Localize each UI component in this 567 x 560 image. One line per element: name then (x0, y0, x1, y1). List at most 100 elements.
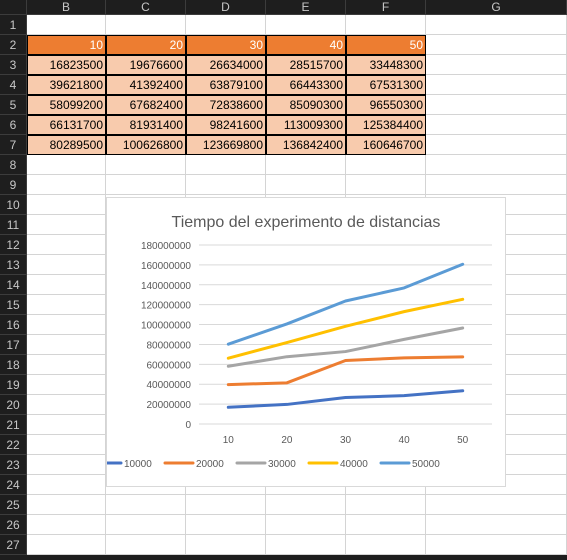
cell[interactable] (27, 315, 106, 335)
cell[interactable] (186, 175, 266, 195)
cell[interactable] (426, 175, 567, 195)
cell[interactable] (346, 175, 426, 195)
row-header-25[interactable]: 25 (0, 495, 27, 515)
cell[interactable] (27, 295, 106, 315)
row-header-3[interactable]: 3 (0, 55, 27, 75)
row-header-10[interactable]: 10 (0, 195, 27, 215)
cell[interactable] (106, 15, 186, 35)
table-value-cell[interactable]: 19676600 (106, 55, 186, 75)
table-value-cell[interactable]: 96550300 (346, 95, 426, 115)
column-header-f[interactable]: F (346, 0, 426, 15)
cell[interactable] (27, 515, 106, 535)
row-header-16[interactable]: 16 (0, 315, 27, 335)
cell[interactable] (27, 375, 106, 395)
table-value-cell[interactable]: 85090300 (266, 95, 346, 115)
line-chart[interactable]: Tiempo del experimento de distancias 0 20… (106, 197, 506, 487)
cell[interactable] (266, 495, 346, 515)
column-header-g[interactable]: G (426, 0, 567, 15)
cell[interactable] (27, 175, 106, 195)
cell[interactable] (27, 235, 106, 255)
row-header-12[interactable]: 12 (0, 235, 27, 255)
cell[interactable] (346, 515, 426, 535)
row-header-11[interactable]: 11 (0, 215, 27, 235)
row-header-4[interactable]: 4 (0, 75, 27, 95)
table-value-cell[interactable]: 58099200 (27, 95, 106, 115)
row-header-7[interactable]: 7 (0, 135, 27, 155)
cell[interactable] (186, 155, 266, 175)
cell[interactable] (27, 475, 106, 495)
table-value-cell[interactable]: 33448300 (346, 55, 426, 75)
cell[interactable] (27, 535, 106, 555)
cell[interactable] (426, 495, 567, 515)
table-value-cell[interactable]: 63879100 (186, 75, 266, 95)
cell[interactable] (106, 535, 186, 555)
cell[interactable] (426, 535, 567, 555)
table-header-cell[interactable]: 50 (346, 35, 426, 55)
table-value-cell[interactable]: 81931400 (106, 115, 186, 135)
table-value-cell[interactable]: 67682400 (106, 95, 186, 115)
row-header-2[interactable]: 2 (0, 35, 27, 55)
row-header-22[interactable]: 22 (0, 435, 27, 455)
cell[interactable] (346, 15, 426, 35)
series-line-10000[interactable] (228, 391, 462, 408)
table-value-cell[interactable]: 98241600 (186, 115, 266, 135)
cell[interactable] (106, 495, 186, 515)
cell[interactable] (27, 215, 106, 235)
table-value-cell[interactable]: 80289500 (27, 135, 106, 155)
column-header-c[interactable]: C (106, 0, 186, 15)
table-header-cell[interactable]: 20 (106, 35, 186, 55)
cell[interactable] (27, 255, 106, 275)
cell[interactable] (426, 115, 567, 135)
table-value-cell[interactable]: 66443300 (266, 75, 346, 95)
cell[interactable] (186, 515, 266, 535)
row-header-15[interactable]: 15 (0, 295, 27, 315)
cell[interactable] (426, 35, 567, 55)
cell[interactable] (106, 515, 186, 535)
cell[interactable] (27, 355, 106, 375)
row-header-23[interactable]: 23 (0, 455, 27, 475)
column-header-d[interactable]: D (186, 0, 266, 15)
cell[interactable] (27, 455, 106, 475)
cell[interactable] (426, 75, 567, 95)
table-value-cell[interactable]: 136842400 (266, 135, 346, 155)
row-header-8[interactable]: 8 (0, 155, 27, 175)
table-value-cell[interactable]: 125384400 (346, 115, 426, 135)
row-header-6[interactable]: 6 (0, 115, 27, 135)
cell[interactable] (27, 335, 106, 355)
table-value-cell[interactable]: 72838600 (186, 95, 266, 115)
row-header-20[interactable]: 20 (0, 395, 27, 415)
cell[interactable] (27, 395, 106, 415)
cell[interactable] (266, 515, 346, 535)
cell[interactable] (346, 155, 426, 175)
row-header-13[interactable]: 13 (0, 255, 27, 275)
cell[interactable] (266, 175, 346, 195)
cell[interactable] (426, 155, 567, 175)
row-header-5[interactable]: 5 (0, 95, 27, 115)
cell[interactable] (27, 435, 106, 455)
row-header-9[interactable]: 9 (0, 175, 27, 195)
cell[interactable] (266, 535, 346, 555)
table-value-cell[interactable]: 39621800 (27, 75, 106, 95)
table-value-cell[interactable]: 123669800 (186, 135, 266, 155)
row-header-24[interactable]: 24 (0, 475, 27, 495)
cell[interactable] (106, 175, 186, 195)
cell[interactable] (27, 195, 106, 215)
cell[interactable] (27, 275, 106, 295)
cell[interactable] (346, 535, 426, 555)
table-header-cell[interactable]: 30 (186, 35, 266, 55)
row-header-14[interactable]: 14 (0, 275, 27, 295)
cell[interactable] (426, 15, 567, 35)
row-header-19[interactable]: 19 (0, 375, 27, 395)
table-header-cell[interactable]: 40 (266, 35, 346, 55)
cell[interactable] (186, 535, 266, 555)
table-value-cell[interactable]: 16823500 (27, 55, 106, 75)
cell[interactable] (266, 15, 346, 35)
cell[interactable] (27, 155, 106, 175)
row-header-17[interactable]: 17 (0, 335, 27, 355)
row-header-21[interactable]: 21 (0, 415, 27, 435)
select-all-corner[interactable] (0, 0, 27, 15)
cell[interactable] (186, 495, 266, 515)
table-value-cell[interactable]: 26634000 (186, 55, 266, 75)
cell[interactable] (426, 95, 567, 115)
cell[interactable] (346, 495, 426, 515)
